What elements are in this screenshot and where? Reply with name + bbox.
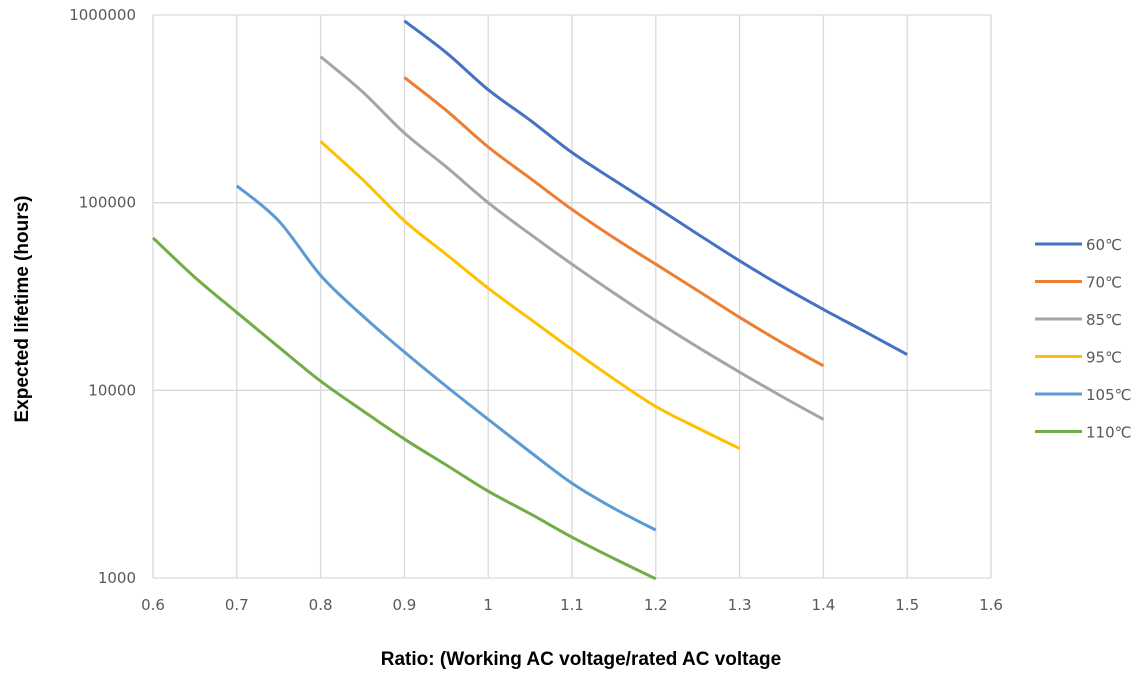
legend-label: 105℃ [1086,386,1131,404]
y-tick-label: 100000 [79,194,136,212]
legend-label: 110℃ [1086,424,1131,442]
x-tick-label: 0.8 [309,596,333,614]
grid [152,14,992,579]
y-tick-label: 1000000 [69,6,136,24]
legend-label: 85℃ [1086,311,1122,329]
legend: 60℃ 70℃ 85℃ 95℃ 105℃ 110℃ [1035,236,1131,442]
series-line [403,19,908,356]
series-line [403,76,825,368]
x-tick-label: 1.1 [560,596,584,614]
x-tick-label: 0.7 [225,596,249,614]
x-tick-label: 1.6 [979,596,1003,614]
legend-label: 60℃ [1086,236,1122,254]
x-tick-label: 0.6 [141,596,165,614]
x-tick-label: 0.9 [392,596,416,614]
legend-label: 70℃ [1086,274,1122,292]
x-axis-title: Ratio: (Working AC voltage/rated AC volt… [381,649,781,670]
y-tick-label: 1000 [98,569,136,587]
plot-area [151,19,908,581]
x-tick-label: 1.5 [895,596,919,614]
x-tick-label: 1.3 [728,596,752,614]
series-line [319,140,741,450]
series-line [235,184,657,532]
y-axis-title: Expected lifetime (hours) [12,196,33,423]
legend-label: 95℃ [1086,349,1122,367]
series-line [151,236,657,581]
tick-labels: 0.6 0.7 0.8 0.9 1 1.1 1.2 1.3 1.4 1.5 1.6 1000 10000… [69,6,1003,614]
x-tick-label: 1 [483,596,493,614]
series-line [319,55,825,421]
x-tick-label: 1.2 [644,596,668,614]
y-tick-label: 10000 [88,381,136,399]
x-tick-label: 1.4 [811,596,835,614]
